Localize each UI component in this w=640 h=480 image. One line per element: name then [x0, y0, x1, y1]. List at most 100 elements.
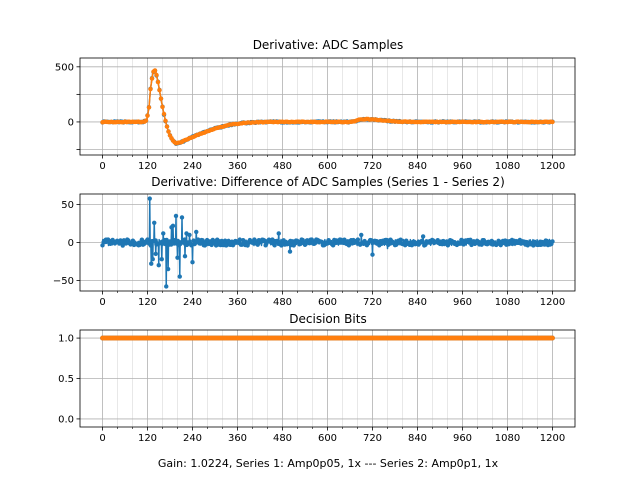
data-point	[409, 243, 415, 248]
data-point	[100, 243, 105, 248]
series-series-1---series-2	[100, 196, 555, 289]
x-tick-label: 360	[228, 433, 247, 444]
data-point	[148, 243, 154, 248]
x-tick-label: 840	[408, 433, 427, 444]
decision-bits-chart: Decision Bits 0 120 240 360 480 600 720 840 960 1…	[58, 312, 576, 444]
x-tick-label: 960	[453, 161, 472, 172]
y-tick-label: 1.0	[58, 334, 74, 345]
data-point	[182, 253, 188, 259]
data-point	[155, 79, 161, 85]
data-point	[420, 234, 426, 239]
data-point	[187, 232, 192, 238]
x-tick-label: 120	[138, 161, 157, 172]
data-point	[398, 237, 403, 242]
data-point	[194, 229, 199, 235]
x-tick-label: 0	[99, 433, 105, 444]
x-tick-label: 600	[318, 297, 337, 308]
data-point	[312, 240, 318, 246]
data-point	[237, 237, 242, 242]
data-point	[168, 242, 174, 247]
decision-bits-ticks: 0 120 240 360 480 600 720 840 960 1080 1200 0.0 0.5 1…	[58, 334, 565, 444]
data-point	[226, 238, 231, 244]
data-point	[189, 243, 194, 248]
y-tick-label: 0	[68, 117, 74, 128]
data-point	[164, 284, 169, 289]
series-series-2	[100, 335, 555, 341]
x-tick-label: 240	[183, 433, 202, 444]
data-point	[224, 243, 229, 248]
data-point	[419, 238, 425, 243]
adc-samples-series	[100, 68, 555, 146]
x-tick-label: 1200	[540, 297, 565, 308]
data-point	[145, 113, 150, 118]
data-point	[342, 237, 347, 242]
data-point	[182, 237, 187, 242]
y-tick-label: −50	[53, 276, 74, 287]
data-point	[276, 231, 281, 236]
data-point	[173, 213, 179, 219]
adc-samples-chart: Derivative: ADC Samples 0 120 240 360 480 600…	[55, 38, 576, 172]
x-tick-label: 720	[363, 433, 382, 444]
data-point	[139, 237, 145, 242]
data-point	[166, 129, 171, 134]
data-point	[161, 231, 166, 236]
x-tick-label: 1200	[540, 433, 565, 444]
data-point	[287, 249, 293, 254]
x-tick-label: 600	[318, 161, 337, 172]
data-point	[307, 240, 312, 246]
y-tick-label: 500	[55, 62, 74, 73]
data-point	[153, 251, 158, 257]
data-point	[152, 68, 158, 73]
data-point	[148, 86, 153, 92]
data-point	[143, 118, 149, 123]
data-point	[170, 223, 176, 229]
data-point	[175, 255, 180, 260]
adc-samples-grid	[80, 58, 575, 155]
x-tick-label: 1080	[495, 433, 520, 444]
data-point	[255, 242, 260, 247]
data-point	[319, 239, 325, 245]
data-point	[145, 237, 150, 242]
data-point	[550, 335, 555, 341]
data-point	[130, 238, 136, 243]
y-tick-label: 0.0	[58, 414, 74, 425]
data-point	[152, 220, 157, 225]
data-point	[179, 215, 185, 220]
data-point	[175, 238, 181, 244]
x-tick-label: 1080	[495, 297, 520, 308]
data-point	[163, 118, 168, 123]
data-point	[359, 232, 364, 238]
x-tick-label: 0	[99, 161, 105, 172]
difference-title: Derivative: Difference of ADC Samples (S…	[151, 175, 505, 189]
decision-bits-series	[100, 335, 555, 341]
data-point	[200, 238, 205, 243]
data-point	[386, 242, 391, 248]
x-tick-label: 120	[138, 297, 157, 308]
x-tick-label: 720	[363, 297, 382, 308]
data-point	[355, 237, 361, 242]
data-point	[160, 104, 165, 110]
x-tick-label: 360	[228, 297, 247, 308]
data-point	[165, 266, 171, 272]
x-tick-label: 360	[228, 161, 247, 172]
x-tick-label: 600	[318, 433, 337, 444]
data-point	[190, 260, 195, 265]
data-point	[550, 119, 555, 125]
x-tick-label: 120	[138, 433, 157, 444]
data-point	[161, 111, 167, 117]
data-point	[153, 238, 158, 243]
adc-samples-title: Derivative: ADC Samples	[253, 38, 404, 52]
x-tick-label: 0	[99, 297, 105, 308]
series-series-2	[100, 68, 555, 146]
data-point	[146, 105, 152, 110]
x-tick-label: 240	[183, 297, 202, 308]
data-point	[123, 241, 129, 246]
data-point	[159, 256, 164, 262]
x-tick-label: 720	[363, 161, 382, 172]
figure-footer: Gain: 1.0224, Series 1: Amp0p05, 1x --- …	[158, 457, 499, 470]
data-point	[393, 242, 399, 247]
adc-samples-ticks: 0 120 240 360 480 600 720 840 960 1080 1200 0 500	[55, 62, 565, 172]
data-point	[154, 72, 159, 78]
data-point	[309, 237, 314, 242]
